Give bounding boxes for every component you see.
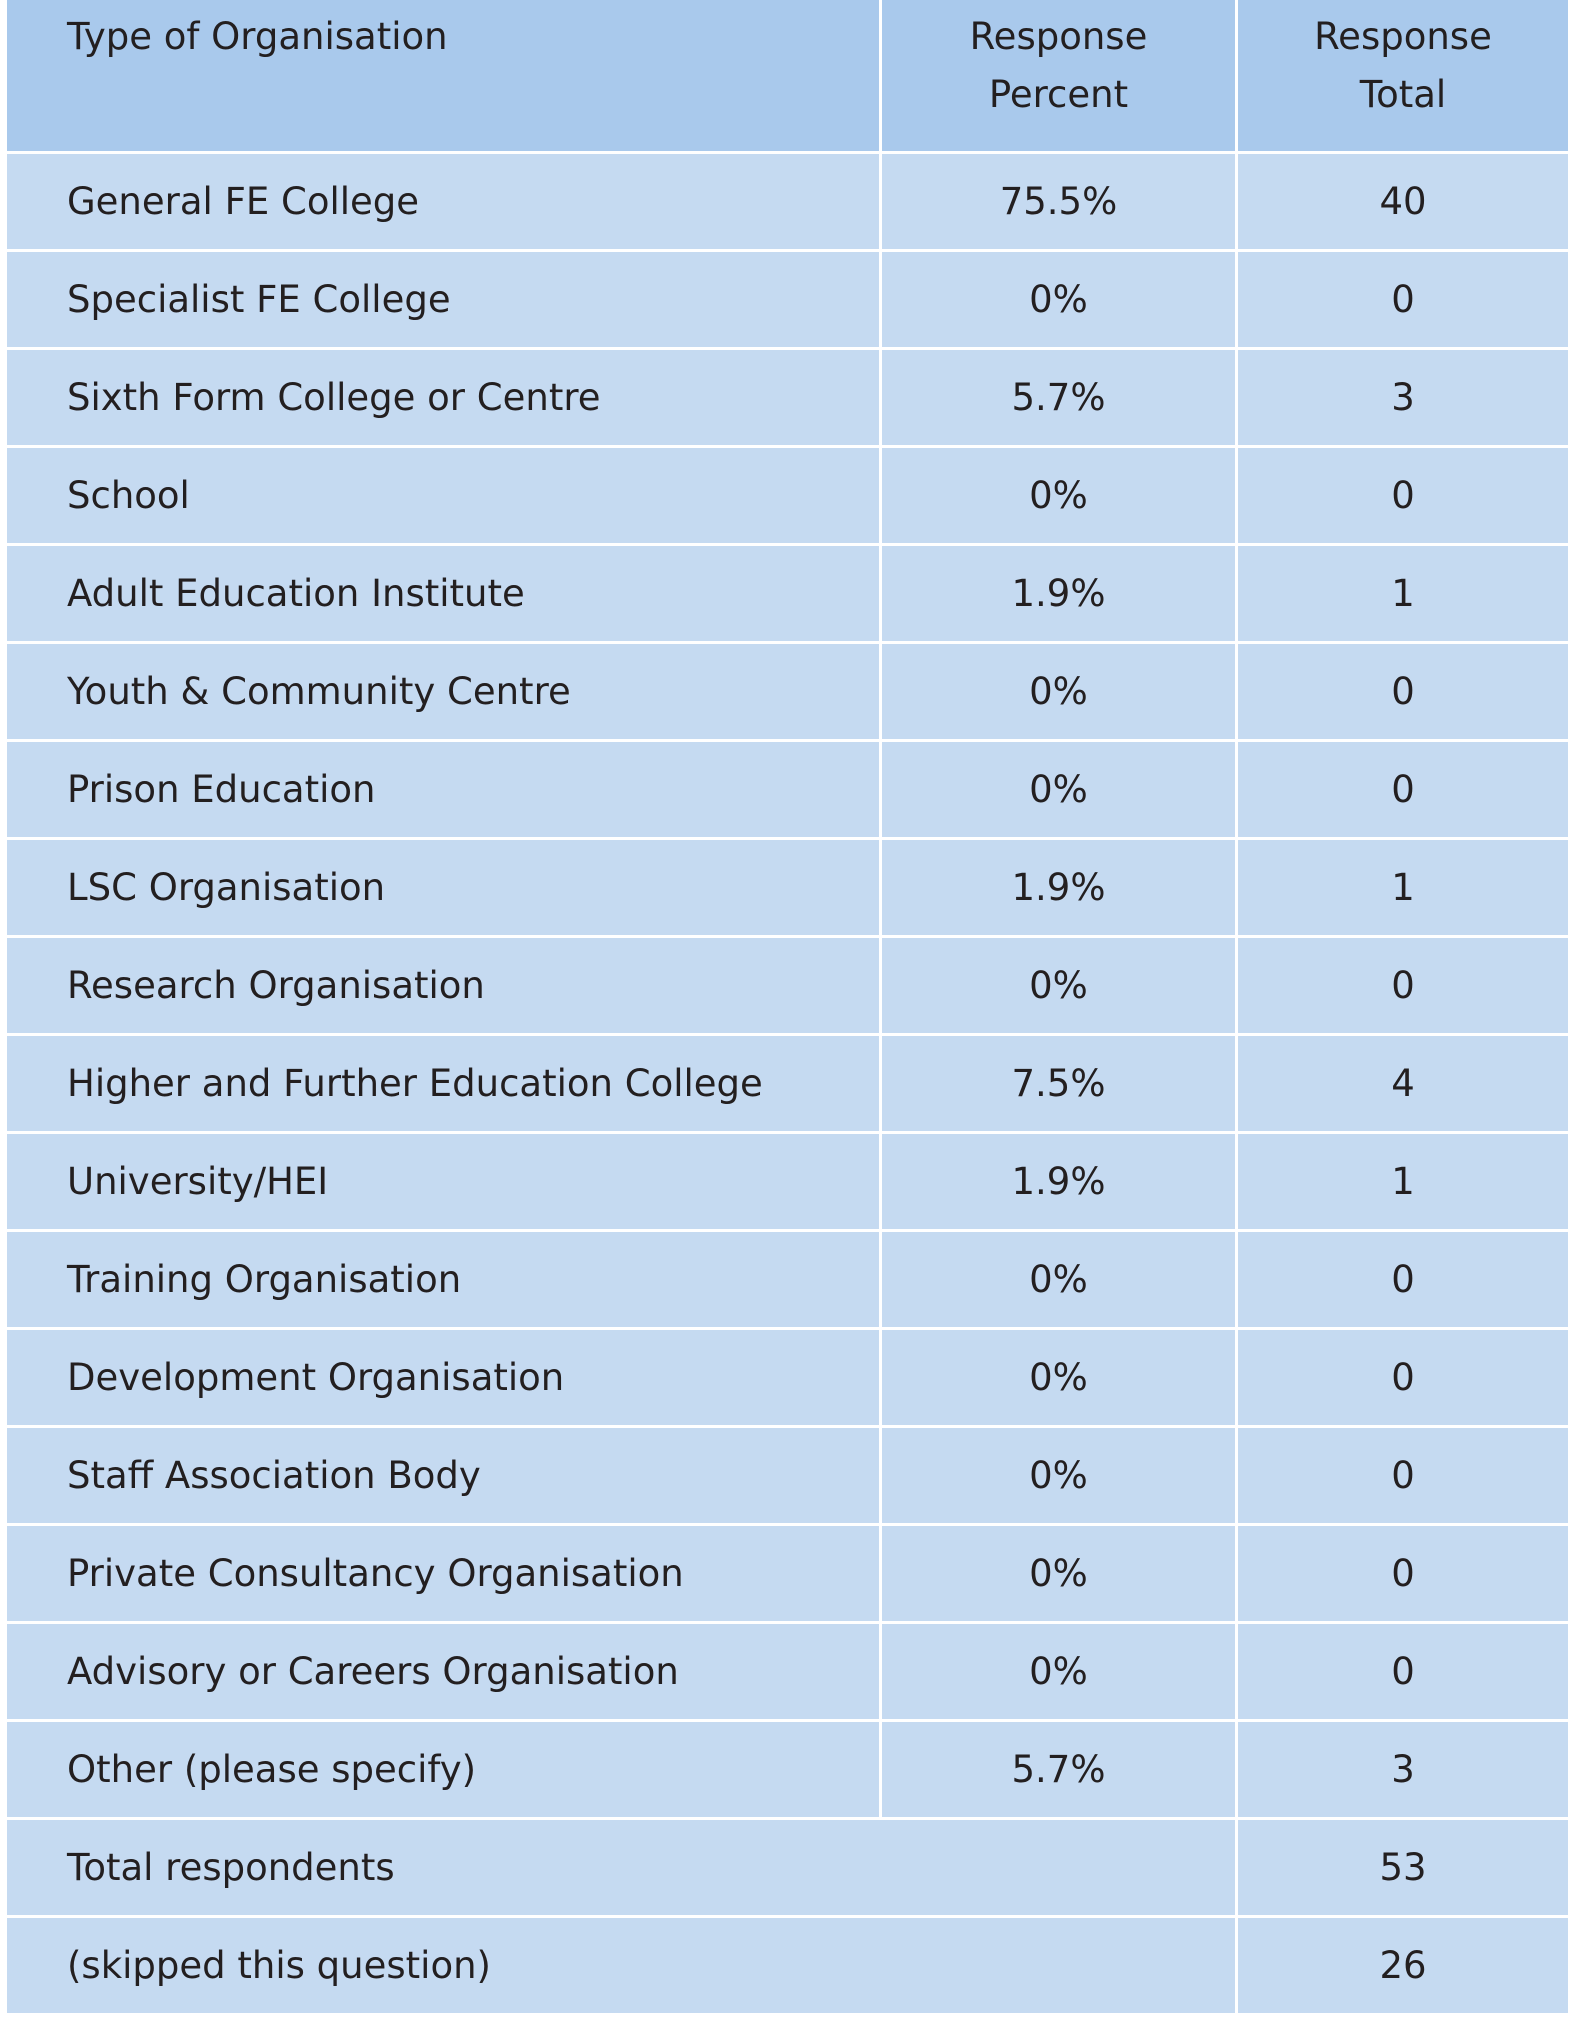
header-row: Type of Organisation Response Percent Re… (4, 0, 1571, 154)
table-row: Higher and Further Education College 7.5%… (4, 1033, 1571, 1134)
table-cell: Training Organisation (4, 1229, 882, 1330)
table-cell: 4 (1235, 1033, 1571, 1134)
table-cell: Development Organisation (4, 1327, 882, 1428)
table-cell: 3 (1235, 1719, 1571, 1820)
header-cell: Type of Organisation (4, 0, 882, 154)
table-cell: 0% (879, 739, 1238, 840)
table-cell: 0% (879, 1621, 1238, 1722)
table-row: School 0% 0 (4, 445, 1571, 546)
table-row: General FE College 75.5% 40 (4, 151, 1571, 252)
table-row: Adult Education Institute 1.9% 1 (4, 543, 1571, 644)
table-body: General FE College 75.5% 40 Specialist FE C… (4, 151, 1571, 2016)
table-row: Prison Education 0% 0 (4, 739, 1571, 840)
table-row: Development Organisation 0% 0 (4, 1327, 1571, 1428)
summary-value: 53 (1235, 1817, 1571, 1918)
table-cell: 5.7% (879, 347, 1238, 448)
table-cell: Research Organisation (4, 935, 882, 1036)
table-cell: 0% (879, 1327, 1238, 1428)
table-row: Youth & Community Centre 0% 0 (4, 641, 1571, 742)
table-row: Staff Association Body 0% 0 (4, 1425, 1571, 1526)
header-cell: Response Total (1235, 0, 1571, 154)
table-cell: Youth & Community Centre (4, 641, 882, 742)
table-cell: 1 (1235, 837, 1571, 938)
table-cell: 75.5% (879, 151, 1238, 252)
table-cell: Specialist FE College (4, 249, 882, 350)
table-cell: Advisory or Careers Organisation (4, 1621, 882, 1722)
table-row: Training Organisation 0% 0 (4, 1229, 1571, 1330)
table-cell: 0 (1235, 1425, 1571, 1526)
summary-row: (skipped this question) 26 (4, 1915, 1571, 2016)
organisation-table: Type of Organisation Response Percent Re… (4, 0, 1571, 2016)
table-cell: 0 (1235, 1327, 1571, 1428)
table-cell: 0 (1235, 935, 1571, 1036)
table-cell: LSC Organisation (4, 837, 882, 938)
table-cell: 1 (1235, 1131, 1571, 1232)
table-cell: 0 (1235, 1523, 1571, 1624)
table-cell: Other (please specify) (4, 1719, 882, 1820)
table-cell: 1.9% (879, 837, 1238, 938)
table-cell: 0% (879, 641, 1238, 742)
header-cell: Response Percent (879, 0, 1238, 154)
table-row: Advisory or Careers Organisation 0% 0 (4, 1621, 1571, 1722)
table-row: University/HEI 1.9% 1 (4, 1131, 1571, 1232)
table-cell: 0 (1235, 1229, 1571, 1330)
table-cell: 1.9% (879, 543, 1238, 644)
table-cell: Prison Education (4, 739, 882, 840)
summary-row: Total respondents 53 (4, 1817, 1571, 1918)
summary-label: Total respondents (4, 1817, 1238, 1918)
table-cell: Private Consultancy Organisation (4, 1523, 882, 1624)
table-cell: 0% (879, 1425, 1238, 1526)
table-cell: University/HEI (4, 1131, 882, 1232)
table-cell: 5.7% (879, 1719, 1238, 1820)
table-cell: 0 (1235, 1621, 1571, 1722)
table-cell: Adult Education Institute (4, 543, 882, 644)
table-cell: 0 (1235, 739, 1571, 840)
summary-value: 26 (1235, 1915, 1571, 2016)
table-cell: Higher and Further Education College (4, 1033, 882, 1134)
table-cell: 1.9% (879, 1131, 1238, 1232)
table-row: Specialist FE College 0% 0 (4, 249, 1571, 350)
table-cell: Staff Association Body (4, 1425, 882, 1526)
table-row: Research Organisation 0% 0 (4, 935, 1571, 1036)
table-cell: 0% (879, 935, 1238, 1036)
table-cell: 7.5% (879, 1033, 1238, 1134)
table-cell: 0 (1235, 445, 1571, 546)
table-cell: General FE College (4, 151, 882, 252)
table-row: LSC Organisation 1.9% 1 (4, 837, 1571, 938)
table-cell: School (4, 445, 882, 546)
table-cell: 1 (1235, 543, 1571, 644)
table-row: Private Consultancy Organisation 0% 0 (4, 1523, 1571, 1624)
table-cell: 0 (1235, 249, 1571, 350)
table-cell: 0 (1235, 641, 1571, 742)
table-cell: 0% (879, 445, 1238, 546)
table-cell: 40 (1235, 151, 1571, 252)
table-row: Other (please specify) 5.7% 3 (4, 1719, 1571, 1820)
summary-label: (skipped this question) (4, 1915, 1238, 2016)
table-cell: 0% (879, 1229, 1238, 1330)
table-cell: 3 (1235, 347, 1571, 448)
table-cell: Sixth Form College or Centre (4, 347, 882, 448)
table-row: Sixth Form College or Centre 5.7% 3 (4, 347, 1571, 448)
table-cell: 0% (879, 1523, 1238, 1624)
table-cell: 0% (879, 249, 1238, 350)
